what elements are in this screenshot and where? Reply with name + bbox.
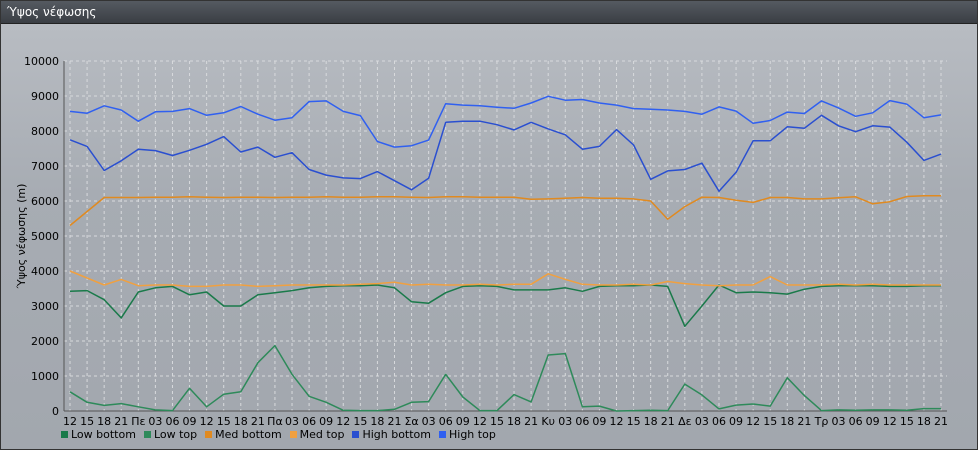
x-tick-label: 21: [251, 415, 265, 428]
legend-label: Med bottom: [215, 428, 282, 441]
x-tick-label: 12: [883, 415, 897, 428]
series-line: [69, 95, 942, 148]
x-tick-label: 12: [746, 415, 760, 428]
legend-item: Low bottom: [61, 428, 136, 441]
x-tick-label: 09: [729, 415, 743, 428]
series-line: [69, 270, 941, 288]
legend-swatch: [61, 431, 68, 438]
plot-panel: 0 1000 2000 3000 4000 5000 6000 7000 8000 9000 100…: [1, 24, 977, 449]
series-line: [69, 114, 942, 192]
legend-label: High bottom: [362, 428, 431, 441]
x-tick-label: 12: [473, 415, 487, 428]
x-tick-label: 12: [610, 415, 624, 428]
y-tick-label: 3000: [31, 300, 59, 313]
x-tick-label: Τρ: [814, 415, 829, 428]
y-tick-label: 9000: [31, 90, 59, 103]
legend-swatch: [439, 431, 446, 438]
y-tick-label: 4000: [31, 265, 59, 278]
legend-swatch: [289, 431, 297, 438]
x-tick-label: 18: [370, 415, 384, 428]
legend-item: Low top: [143, 428, 198, 441]
x-tick-label: 03: [832, 415, 846, 428]
x-tick-label: 21: [387, 415, 401, 428]
x-tick-label: Πα: [267, 415, 283, 428]
x-tick-label: 18: [234, 415, 248, 428]
y-tick-label: 5000: [31, 230, 59, 243]
x-tick-label: 06: [712, 415, 726, 428]
legend-label: Low top: [153, 428, 198, 441]
y-tick-label: 7000: [31, 160, 59, 173]
x-tick-label: 06: [439, 415, 453, 428]
legend-label: Low bottom: [71, 428, 136, 441]
x-tick-label: 09: [456, 415, 470, 428]
x-tick-label: 21: [934, 415, 948, 428]
x-tick-label: 03: [695, 415, 709, 428]
cloud-height-chart: 0 1000 2000 3000 4000 5000 6000 7000 8000 9000 100…: [15, 55, 948, 428]
legend-item: Med bottom: [205, 428, 282, 441]
legend-label: Med top: [299, 428, 345, 441]
x-tick-label: 18: [507, 415, 521, 428]
x-tick-label: 12: [200, 415, 214, 428]
legend-swatch: [205, 431, 213, 438]
series-line: [69, 284, 941, 328]
x-tick-label: 18: [780, 415, 794, 428]
title-bar: Ύψος νέφωσης: [1, 1, 977, 24]
x-tick-label: 09: [183, 415, 197, 428]
y-axis-label: Ύψος νέφωσης (m): [15, 184, 28, 290]
window-title: Ύψος νέφωσης: [7, 5, 97, 19]
series-line: [69, 344, 941, 412]
x-tick-label: 09: [319, 415, 333, 428]
x-tick-label: 18: [97, 415, 111, 428]
x-tick-label: 21: [524, 415, 538, 428]
x-tick-label: 15: [353, 415, 367, 428]
x-tick-label: 15: [763, 415, 777, 428]
x-tick-label: 09: [866, 415, 880, 428]
chart-legend: Low bottom Low top Med bottom Med top High b…: [61, 428, 496, 441]
legend-swatch: [143, 431, 151, 438]
y-tick-label: 1000: [31, 370, 59, 383]
x-tick-label: 03: [558, 415, 572, 428]
x-tick-label: 15: [217, 415, 231, 428]
x-tick-label: 21: [114, 415, 128, 428]
x-tick-label: 12: [63, 415, 77, 428]
x-tick-label: 06: [575, 415, 589, 428]
legend-item: Med top: [289, 428, 345, 441]
x-tick-label: Σα: [404, 415, 418, 428]
legend-item: High bottom: [352, 428, 431, 441]
legend-swatch: [352, 431, 360, 438]
x-tick-label: 21: [661, 415, 675, 428]
x-tick-label: 15: [900, 415, 914, 428]
y-tick-label: 6000: [31, 195, 59, 208]
x-tick-label: 18: [644, 415, 658, 428]
x-tick-label: 15: [490, 415, 504, 428]
x-tick-label: 21: [797, 415, 811, 428]
legend-item: High top: [439, 428, 496, 441]
x-tick-label: 12: [336, 415, 350, 428]
y-tick-label: 10000: [24, 55, 59, 68]
x-tick-label: 15: [627, 415, 641, 428]
x-tick-label: Δε: [678, 415, 692, 428]
x-tick-label: 06: [849, 415, 863, 428]
x-tick-label: Κυ: [541, 415, 555, 428]
x-tick-label: 03: [148, 415, 162, 428]
x-tick-label: Πε: [131, 415, 145, 428]
y-tick-label: 8000: [31, 125, 59, 138]
x-tick-label: 06: [165, 415, 179, 428]
x-tick-label: 06: [302, 415, 316, 428]
legend-label: High top: [449, 428, 496, 441]
x-tick-label: 18: [917, 415, 931, 428]
y-tick-label: 2000: [31, 335, 59, 348]
y-tick-label: 0: [52, 405, 59, 418]
x-tick-label: 09: [592, 415, 606, 428]
x-tick-label: 03: [285, 415, 299, 428]
series-line: [69, 195, 941, 227]
x-tick-label: 15: [80, 415, 94, 428]
x-tick-label: 03: [422, 415, 436, 428]
